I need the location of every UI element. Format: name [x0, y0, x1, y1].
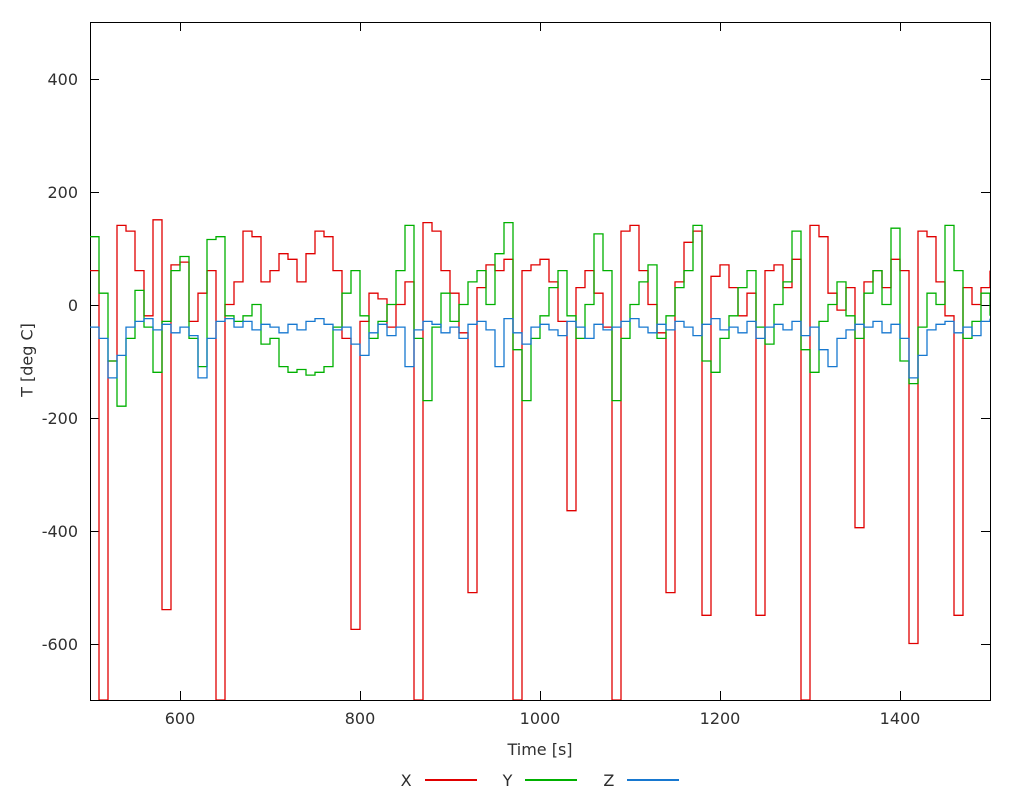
y-axis-label: T [deg C]: [17, 323, 37, 397]
legend: X Y Z: [90, 769, 990, 791]
legend-item-y: Y: [503, 771, 578, 790]
x-tick-label: 1400: [880, 709, 921, 728]
x-tick-label: 800: [345, 709, 376, 728]
series-line-y: [90, 221, 990, 407]
legend-label-y: Y: [502, 770, 513, 790]
legend-item-z: Z: [603, 770, 680, 790]
legend-line-sample-x: [424, 779, 477, 781]
legend-label-z: Z: [603, 770, 615, 790]
y-tick-label: 200: [47, 183, 78, 202]
plot-border-and-ticks: [90, 22, 991, 701]
x-tick-label: 600: [165, 709, 196, 728]
legend-line-sample-y: [525, 779, 578, 781]
y-tick-label: -600: [42, 635, 78, 654]
y-tick-label: -400: [42, 522, 78, 541]
y-tick-label: 400: [47, 70, 78, 89]
series-line-z: [90, 317, 990, 379]
x-axis-label: Time [s]: [507, 740, 573, 759]
y-tick-label: 0: [68, 296, 78, 315]
x-tick-label: 1200: [700, 709, 741, 728]
x-tick-label: 1000: [520, 709, 561, 728]
series-line-x: [90, 219, 990, 700]
y-tick-label: -200: [42, 409, 78, 428]
legend-line-sample-z: [627, 779, 680, 781]
legend-item-x: X: [401, 771, 477, 790]
legend-label-x: X: [400, 770, 412, 790]
